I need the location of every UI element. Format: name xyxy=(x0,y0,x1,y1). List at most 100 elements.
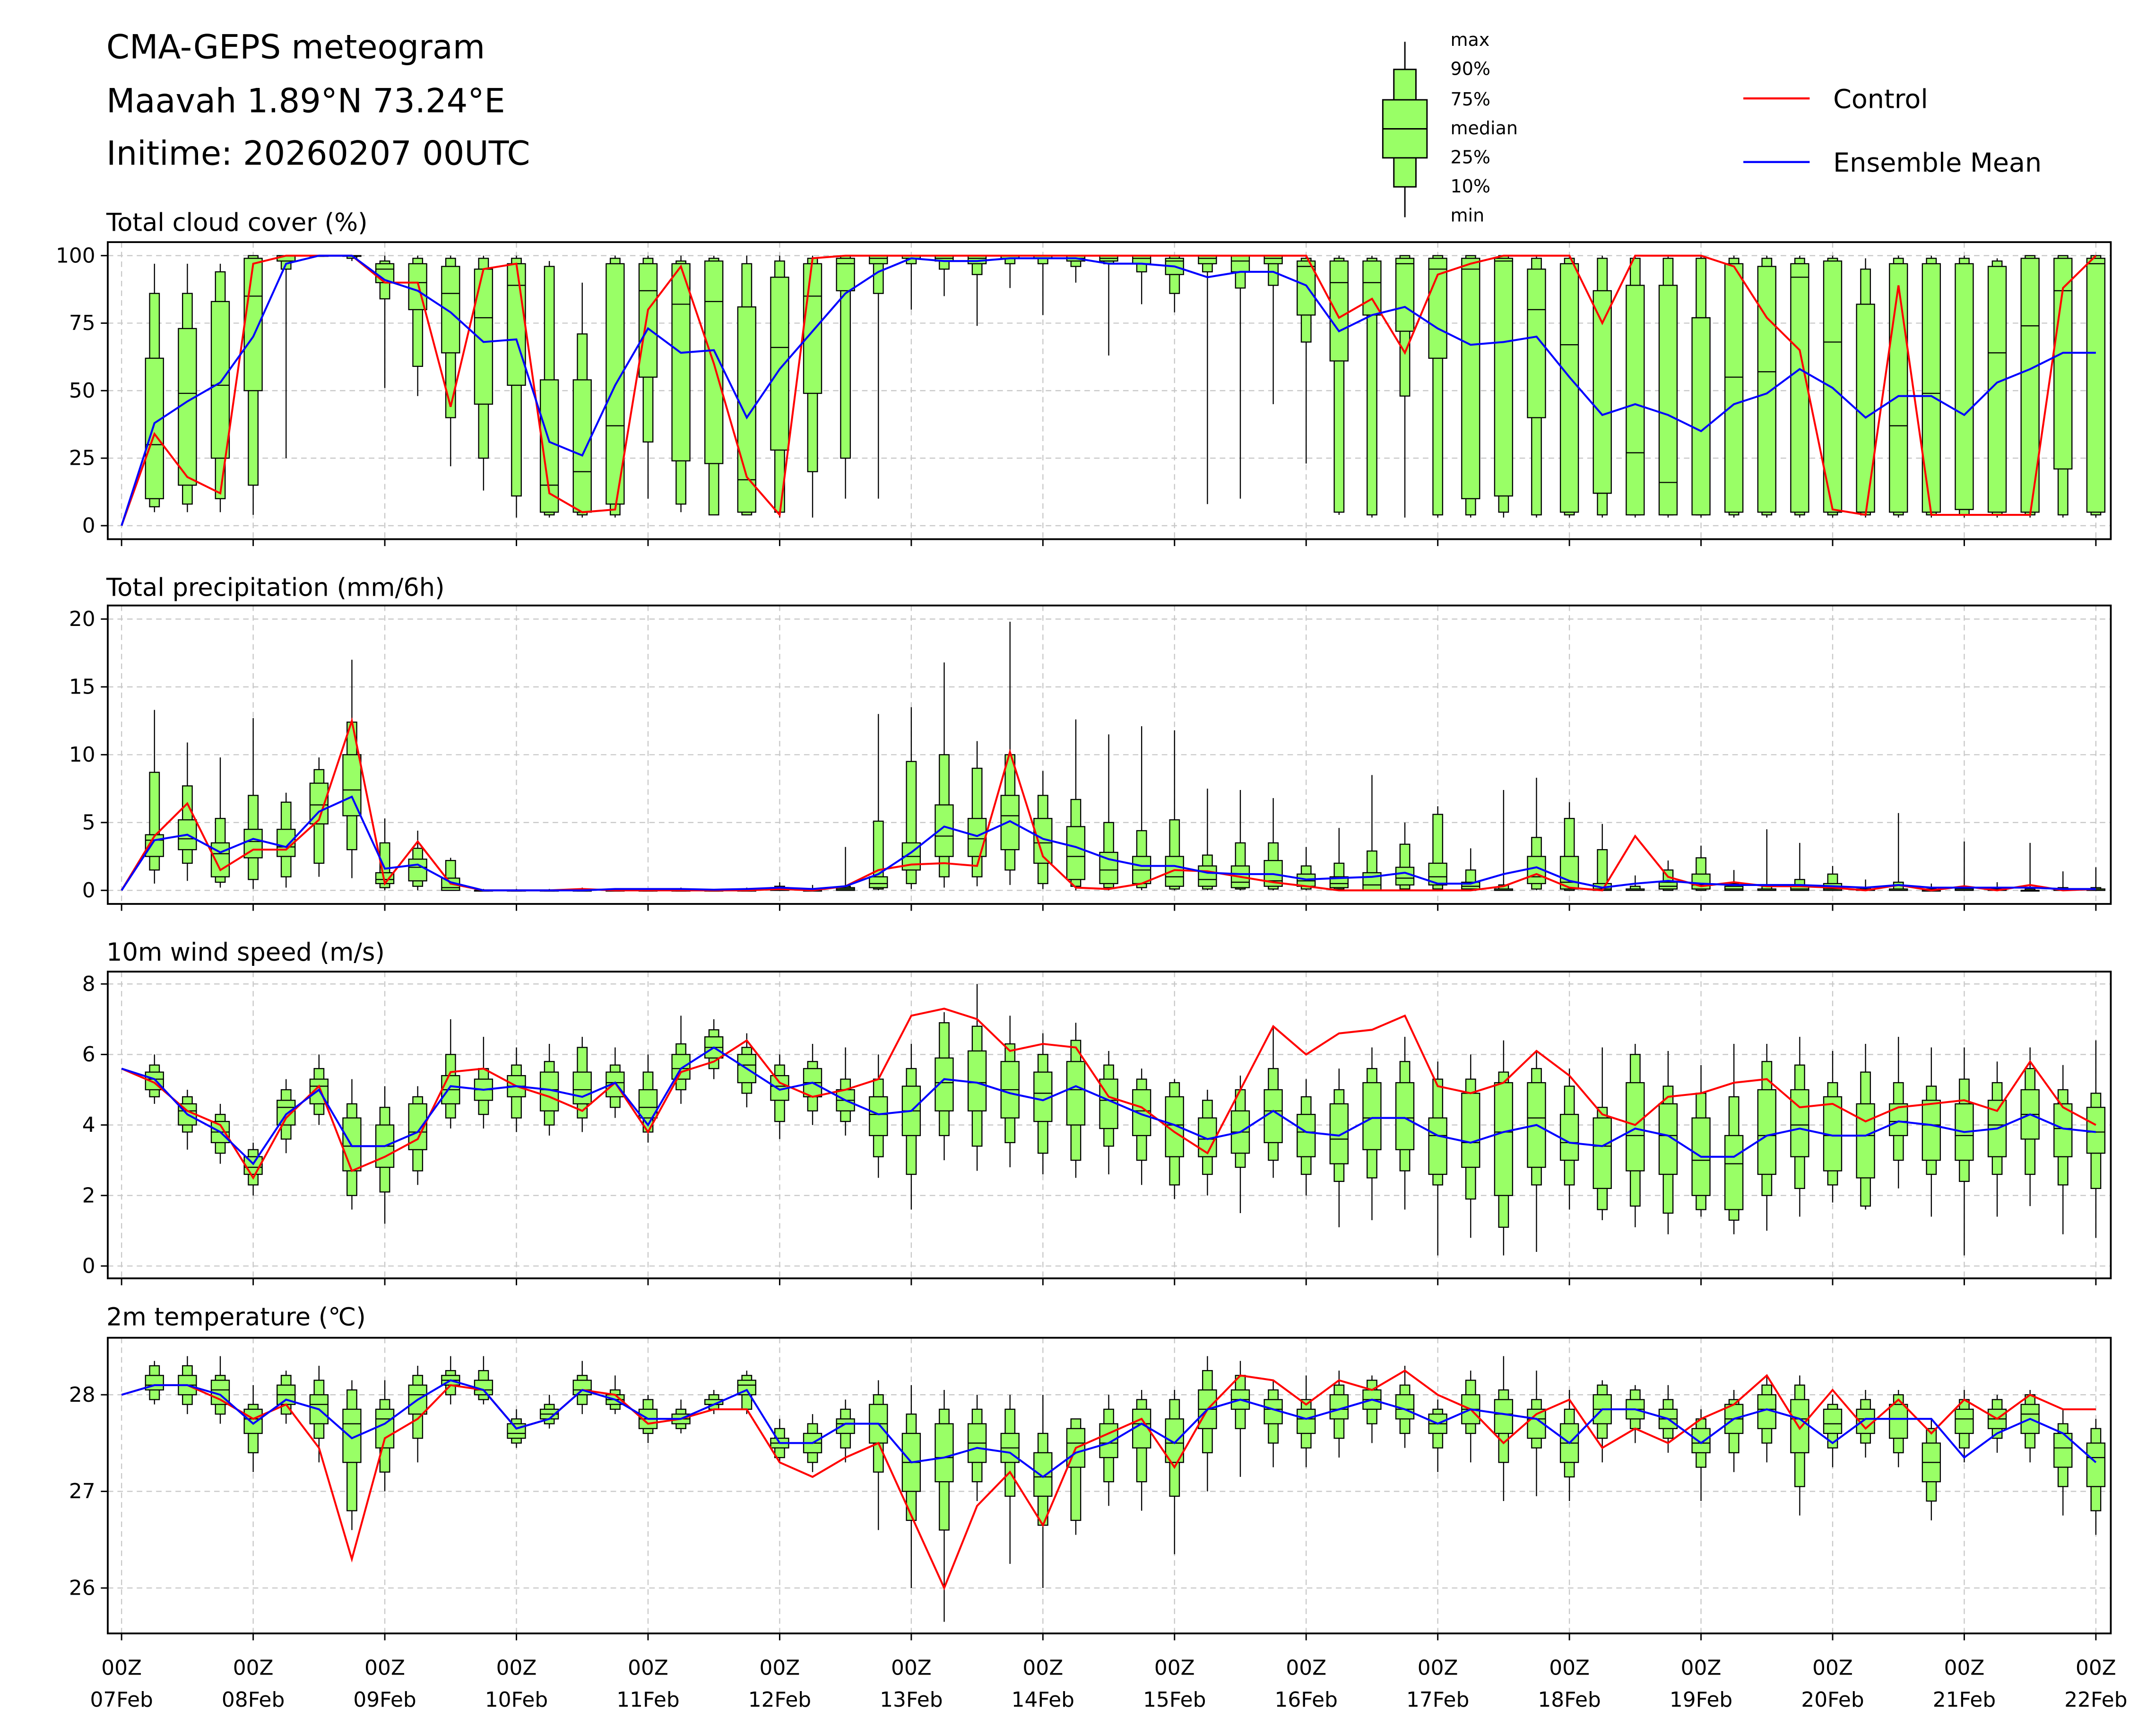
legend-mean-label: Ensemble Mean xyxy=(1833,148,2042,178)
x-tick-hour-label: 00Z xyxy=(760,1656,800,1680)
p25-p75-box xyxy=(1000,795,1020,851)
boxplot xyxy=(1329,828,1349,891)
p25-p75-box xyxy=(1559,856,1579,890)
p25-p75-box xyxy=(1626,285,1645,516)
p25-p75-box xyxy=(1724,1135,1744,1210)
x-tick-hour-label: 00Z xyxy=(891,1656,932,1680)
p25-p75-box xyxy=(375,1408,395,1449)
boxplot xyxy=(1362,255,1382,518)
legend-p25: 25% xyxy=(1451,147,1490,168)
y-tick-label: 4 xyxy=(82,1113,95,1137)
p25-p75-box xyxy=(1856,1103,1875,1179)
boxplot xyxy=(1297,255,1316,464)
p25-p75-box xyxy=(1691,317,1711,516)
p25-p75-box xyxy=(1297,1114,1316,1157)
boxplot xyxy=(1494,255,1514,518)
p25-p75-box xyxy=(1724,885,1744,891)
boxplot xyxy=(1066,1023,1086,1178)
p25-p75-box xyxy=(1099,1423,1118,1458)
control-series-line xyxy=(121,1369,2096,1591)
p25-p75-box xyxy=(1264,255,1283,265)
boxplot xyxy=(869,255,888,499)
boxplot xyxy=(1921,255,1941,518)
boxplot xyxy=(2086,255,2106,518)
x-tick-hour-label: 00Z xyxy=(1154,1656,1195,1680)
y-tick-label: 20 xyxy=(69,607,95,631)
p25-p75-box xyxy=(1461,1093,1480,1168)
p25-p75-box xyxy=(1658,285,1678,516)
boxplot xyxy=(1955,255,1974,518)
p25-p75-box xyxy=(277,829,296,857)
x-tick-date-label: 18Feb xyxy=(1538,1688,1601,1712)
p25-p75-box xyxy=(1395,258,1415,332)
boxplot xyxy=(638,255,658,499)
x-tick-hour-label: 00Z xyxy=(496,1656,537,1680)
p25-p75-box xyxy=(1066,1061,1086,1126)
panel-3: 10m wind speed (m/s) 0 2 4 6 8 xyxy=(82,938,2112,1285)
p25-p75-box xyxy=(1165,856,1184,887)
p25-p75-box xyxy=(638,263,658,378)
p25-p75-box xyxy=(1790,1399,1809,1454)
y-tick-label: 0 xyxy=(82,1254,95,1278)
p25-p75-box xyxy=(967,818,987,857)
p25-p75-box xyxy=(1494,258,1514,497)
boxplot xyxy=(1461,255,1480,518)
p25-p75-box xyxy=(145,357,164,499)
boxplot xyxy=(836,255,855,499)
location-label: Maavah 1.89°N 73.24°E xyxy=(106,81,505,120)
legend-min: min xyxy=(1451,205,1485,226)
panel-frame xyxy=(107,604,2112,905)
p25-p75-box xyxy=(1329,1394,1349,1420)
panel-title: Total precipitation (mm/6h) xyxy=(106,573,445,602)
p25-p75-box xyxy=(1329,1103,1349,1164)
boxplot xyxy=(145,1054,164,1104)
boxplot xyxy=(1165,1389,1184,1554)
boxplot xyxy=(1921,1047,1941,1217)
boxplot xyxy=(1329,1371,1349,1458)
boxplot xyxy=(1691,255,1711,518)
y-tick-label: 5 xyxy=(82,810,95,834)
x-tick-hour-label: 00Z xyxy=(2076,1656,2116,1680)
boxplot xyxy=(1889,255,1908,518)
panel-frame xyxy=(107,971,2112,1279)
p25-p75-box xyxy=(869,876,888,888)
boxplot xyxy=(967,741,987,886)
control-series-line xyxy=(121,254,2097,526)
panel-title: 2m temperature (℃) xyxy=(106,1302,366,1331)
boxplot xyxy=(704,255,724,516)
p25-p75-box xyxy=(1033,1452,1053,1497)
p25-p75-box xyxy=(1329,260,1349,362)
p25-p75-box xyxy=(1955,263,1974,510)
boxplot xyxy=(1790,1037,1809,1217)
y-tick-label: 27 xyxy=(69,1479,95,1503)
boxplot xyxy=(1066,1418,1086,1535)
boxplot xyxy=(1033,1395,1053,1588)
p25-p75-box xyxy=(1592,290,1612,494)
boxplot xyxy=(901,1385,921,1588)
figure-title: CMA-GEPS meteogram xyxy=(106,27,485,66)
boxplot xyxy=(1724,255,1744,518)
panel-2: Total precipitation (mm/6h) 0 5 10 15 20 xyxy=(69,573,2112,911)
legend-control-label: Control xyxy=(1833,84,1928,115)
boxplot xyxy=(1198,255,1217,504)
p25-p75-box xyxy=(1395,1082,1415,1150)
x-tick-date-label: 08Feb xyxy=(222,1688,285,1712)
boxplot xyxy=(1165,255,1184,312)
boxplot xyxy=(1461,1054,1480,1238)
boxplot xyxy=(1362,1047,1382,1220)
p25-p75-box xyxy=(408,859,427,882)
boxplot xyxy=(1428,806,1447,891)
p25-p75-box xyxy=(1889,1404,1908,1439)
boxplot xyxy=(1757,829,1776,891)
p25-p75-box xyxy=(507,263,526,386)
boxplot xyxy=(1362,775,1382,891)
y-tick-label: 50 xyxy=(69,379,95,403)
x-tick-hour-label: 00Z xyxy=(1812,1656,1853,1680)
p25-p75-box xyxy=(1198,255,1217,265)
x-tick-hour-label: 00Z xyxy=(1681,1656,1722,1680)
p25-p75-box xyxy=(1856,304,1875,513)
y-tick-label: 26 xyxy=(69,1576,95,1600)
boxplot xyxy=(1132,726,1151,891)
p25-p75-box xyxy=(243,1408,263,1434)
